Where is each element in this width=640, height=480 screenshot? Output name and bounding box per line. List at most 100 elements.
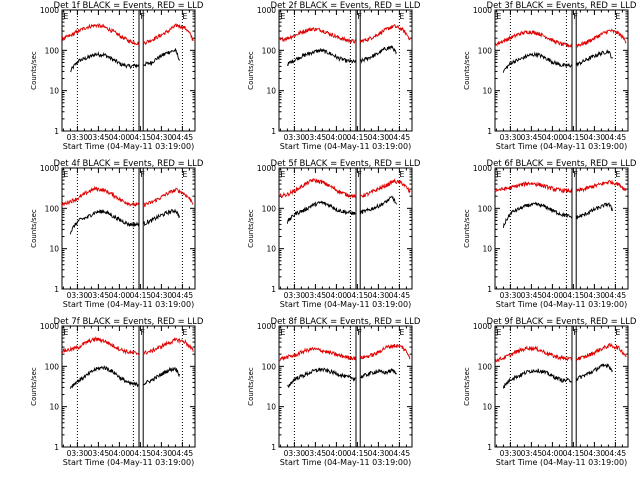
series-line-events <box>360 368 397 379</box>
x-tick-label: 03:30 <box>284 291 306 300</box>
flag-label: E <box>63 328 68 337</box>
x-tick-label: 04:15 <box>130 133 152 142</box>
series-line-lld <box>278 26 357 44</box>
series-line-lld <box>359 178 411 198</box>
x-axis-label: Start Time (04-May-11 03:19:00) <box>280 458 411 467</box>
x-tick-label: 03:45 <box>305 291 327 300</box>
x-tick-label: 04:30 <box>584 291 606 300</box>
x-tick-label: 04:15 <box>130 291 152 300</box>
flag-label: E <box>182 12 187 21</box>
panel-title: Det 3f BLACK = Events, RED = LLD <box>487 1 637 11</box>
x-tick-label: 03:30 <box>67 133 89 142</box>
y-tick-label: 1000 <box>473 6 492 15</box>
flag-label: E <box>280 12 285 21</box>
panel-title: Det 4f BLACK = Events, RED = LLD <box>54 159 204 169</box>
x-tick-label: 03:45 <box>88 291 110 300</box>
y-tick-label: 100 <box>262 46 277 55</box>
y-tick-label: 1 <box>487 443 492 452</box>
x-tick-label: 03:30 <box>67 449 89 458</box>
series-line-events <box>359 45 397 64</box>
panel-7: Det 7f BLACK = Events, RED = LLD 1 10 100 10… <box>30 317 204 467</box>
x-tick-label: 03:30 <box>284 133 306 142</box>
plot-frame <box>61 9 196 132</box>
x-tick-label: 03:45 <box>521 449 543 458</box>
plot-frame <box>278 167 413 290</box>
x-tick-label: 03:30 <box>67 291 89 300</box>
y-tick-label: 1 <box>54 127 59 136</box>
panel-title: Det 5f BLACK = Events, RED = LLD <box>271 159 421 169</box>
flag-label: E <box>615 328 620 337</box>
flag-label: F <box>573 12 578 21</box>
series-line-events <box>286 47 356 67</box>
series-line-events <box>69 365 139 389</box>
plot-frame <box>278 325 413 448</box>
y-axis-label: Counts/sec <box>247 209 255 248</box>
x-tick-label: 03:30 <box>500 291 522 300</box>
x-tick-label: 04:45 <box>605 133 627 142</box>
flag-label: E <box>496 12 501 21</box>
panel-title: Det 2f BLACK = Events, RED = LLD <box>271 1 421 11</box>
flag-label: E <box>399 170 404 179</box>
series-line-lld <box>494 181 573 194</box>
series-line-events <box>359 195 397 215</box>
x-tick-label: 04:30 <box>368 133 390 142</box>
panel-5: Det 5f BLACK = Events, RED = LLD 1 10 100 10… <box>247 159 421 309</box>
y-axis-label: Counts/sec <box>30 51 38 90</box>
y-tick-label: 100 <box>262 204 277 213</box>
y-tick-label: 10 <box>266 403 276 412</box>
y-tick-label: 1 <box>271 443 276 452</box>
flag-label: E <box>496 170 501 179</box>
x-tick-label: 04:00 <box>326 449 348 458</box>
x-tick-label: 03:45 <box>305 449 327 458</box>
x-tick-label: 04:15 <box>563 133 585 142</box>
y-axis-label: Counts/sec <box>30 367 38 406</box>
panel-title: Det 7f BLACK = Events, RED = LLD <box>54 317 204 327</box>
x-tick-label: 04:15 <box>347 291 369 300</box>
x-tick-label: 04:15 <box>563 291 585 300</box>
series-line-lld <box>575 342 627 361</box>
panel-8: Det 8f BLACK = Events, RED = LLD 1 10 100 10… <box>247 317 421 467</box>
series-line-events <box>502 201 572 228</box>
panel-title: Det 6f BLACK = Events, RED = LLD <box>487 159 637 169</box>
y-tick-label: 10 <box>482 245 492 254</box>
x-tick-label: 04:45 <box>605 291 627 300</box>
y-tick-label: 1000 <box>40 6 59 15</box>
flag-label: F <box>140 328 145 337</box>
panel-title: Det 8f BLACK = Events, RED = LLD <box>271 317 421 327</box>
series-line-events <box>575 363 613 382</box>
y-axis-label: Counts/sec <box>30 209 38 248</box>
plot-frame <box>278 9 413 132</box>
flag-label: E <box>280 170 285 179</box>
x-axis-label: Start Time (04-May-11 03:19:00) <box>63 458 194 467</box>
x-axis-label: Start Time (04-May-11 03:19:00) <box>63 300 194 309</box>
series-line-lld <box>575 180 627 193</box>
x-tick-label: 03:30 <box>284 449 306 458</box>
y-tick-label: 1000 <box>257 164 276 173</box>
x-axis-label: Start Time (04-May-11 03:19:00) <box>496 300 627 309</box>
plot-frame <box>494 167 629 290</box>
x-tick-label: 04:30 <box>584 133 606 142</box>
x-axis-label: Start Time (04-May-11 03:19:00) <box>496 458 627 467</box>
x-tick-label: 04:15 <box>130 449 152 458</box>
x-tick-label: 04:30 <box>584 449 606 458</box>
y-tick-label: 1000 <box>40 164 59 173</box>
series-line-events <box>142 209 180 227</box>
series-line-events <box>502 368 572 389</box>
series-line-lld <box>61 185 140 208</box>
y-tick-label: 1 <box>271 285 276 294</box>
y-tick-label: 100 <box>478 204 493 213</box>
series-line-lld <box>142 187 194 208</box>
x-tick-label: 03:45 <box>521 133 543 142</box>
x-tick-label: 04:00 <box>542 449 564 458</box>
x-tick-label: 04:15 <box>563 449 585 458</box>
series-line-lld <box>61 336 140 356</box>
y-axis-label: Counts/sec <box>463 51 471 90</box>
series-line-lld <box>575 28 627 49</box>
y-tick-label: 1000 <box>40 322 59 331</box>
x-tick-label: 04:30 <box>151 133 173 142</box>
x-tick-label: 04:30 <box>368 291 390 300</box>
plot-frame <box>494 325 629 448</box>
flag-label: F <box>140 12 145 21</box>
flag-label: F <box>573 170 578 179</box>
plot-frame <box>494 9 629 132</box>
